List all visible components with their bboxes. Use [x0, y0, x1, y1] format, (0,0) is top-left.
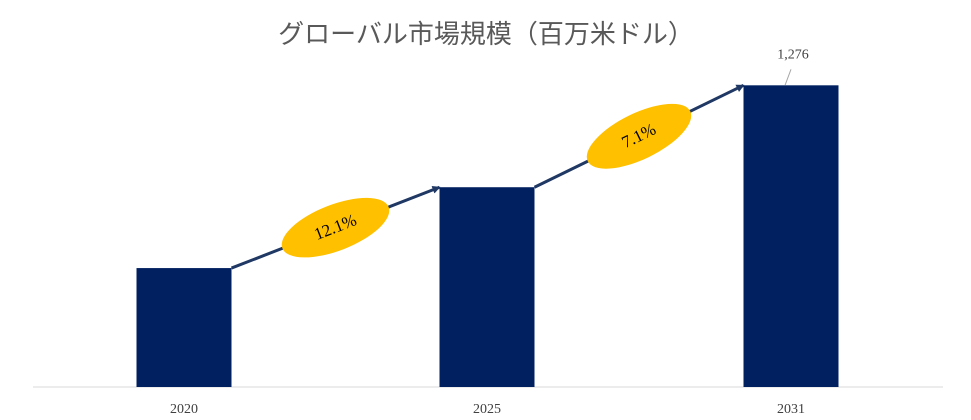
- growth-ellipse: [281, 197, 390, 258]
- bar: [743, 85, 839, 388]
- growth-badge: 12.1%: [281, 197, 390, 258]
- chart-title: グローバル市場規模（百万米ドル）: [278, 20, 694, 49]
- growth-ellipse: [586, 103, 692, 169]
- x-tick-label: 2020: [170, 402, 198, 417]
- x-tick-label: 2031: [777, 402, 805, 417]
- leader-line: [784, 69, 792, 86]
- bar: [439, 187, 535, 387]
- bar: [136, 268, 232, 387]
- x-tick-label: 2025: [473, 402, 501, 417]
- value-label: 1,276: [777, 48, 809, 63]
- growth-badge: 7.1%: [586, 103, 692, 169]
